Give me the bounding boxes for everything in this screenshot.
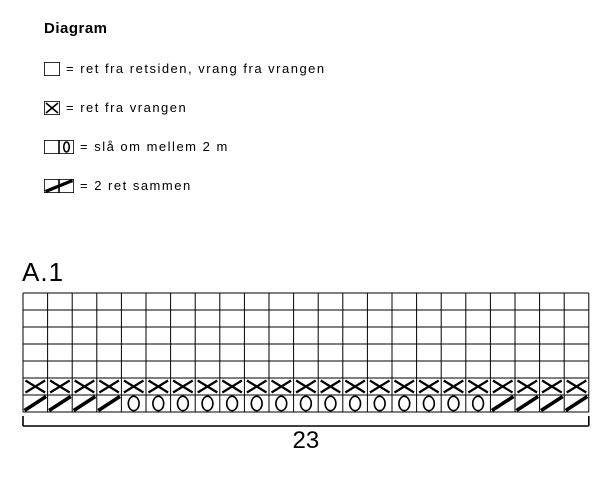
svg-text:23: 23 <box>293 427 320 454</box>
legend-symbol-empty <box>44 62 60 76</box>
legend-row: = 2 ret sammen <box>44 178 602 193</box>
legend-text: = ret fra retsiden, vrang fra vrangen <box>66 61 326 76</box>
legend-symbol-yarnover2 <box>44 140 74 154</box>
chart-label: A.1 <box>22 257 612 288</box>
legend-row: = slå om mellem 2 m <box>44 139 602 154</box>
diagram-title: Diagram <box>44 20 602 37</box>
legend-row: = ret fra retsiden, vrang fra vrangen <box>44 61 602 76</box>
legend-row: = ret fra vrangen <box>44 100 602 115</box>
legend-text: = ret fra vrangen <box>66 100 187 115</box>
knitting-chart: 23 <box>22 292 612 459</box>
legend-text: = 2 ret sammen <box>80 178 192 193</box>
legend: = ret fra retsiden, vrang fra vrangen = r… <box>44 61 602 193</box>
legend-text: = slå om mellem 2 m <box>80 139 229 154</box>
legend-symbol-k2tog <box>44 179 74 193</box>
legend-symbol-cross <box>44 101 60 115</box>
